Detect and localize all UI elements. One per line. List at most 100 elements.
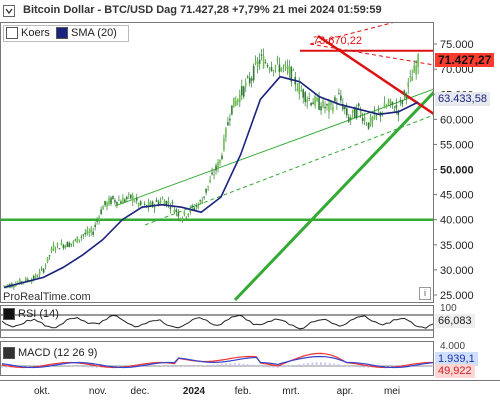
candle-body [209,179,211,183]
candle-body [316,97,318,101]
macd-histogram [1,362,434,368]
candle-body [40,268,43,270]
macd-hist-bar [264,366,266,368]
macd-hist-bar [65,365,68,366]
rsi-label[interactable]: RSI (14) [3,308,59,321]
y-tick-label: 25.000 [440,290,474,302]
macd-hist-bar [350,366,353,367]
candle-body [278,64,281,72]
candle-body [46,257,49,263]
candle-body [270,66,273,71]
macd-hist-bar [427,365,430,366]
channel-lower-dashed [144,114,433,226]
candle-body [322,100,324,108]
candle-body [94,224,96,228]
channel-upper-line [114,88,433,207]
candle-body [102,206,104,210]
candle-body [50,248,53,252]
candle-body [413,65,415,73]
macd-label[interactable]: MACD (12 26 9) [3,347,97,360]
candle-body [201,200,203,204]
candle-body [308,97,310,99]
macd-hist-bar [229,363,232,366]
macd-hist-bar [315,362,318,366]
macd-hist-bar [251,364,253,366]
macd-hist-bar [216,363,219,366]
candle-body [133,201,136,202]
macd-swatch-icon [3,347,15,360]
candle-body [367,122,370,129]
candle-body [355,107,358,119]
macd-hist-bar [35,365,38,366]
macd-hist-bar [298,364,301,366]
candle-body [124,199,126,202]
macd-hist-bar [39,364,42,366]
macd-hist-bar [337,364,340,366]
macd-value-b: 49,922 [435,364,475,378]
candle-body [169,207,172,209]
legend-koers[interactable]: Koers [6,27,50,40]
candle-body [88,231,91,234]
price-panel-frame [0,22,434,303]
candle-body [143,203,146,205]
candle-body [217,162,219,170]
legend-sma[interactable]: SMA (20) [56,27,117,40]
candle-body [286,66,289,70]
info-icon[interactable]: i [419,287,431,300]
candle-body [108,198,110,205]
rsi-value-tag: 66,083 [435,314,475,328]
candle-body [38,271,41,275]
candle-body [254,61,257,64]
candle-body [175,209,178,212]
y-tick-label: 75.000 [440,39,474,51]
candle-body [78,239,81,241]
candle-body [256,61,259,68]
x-tick-label: feb. [235,386,252,397]
candle-body [193,207,196,210]
macd-hist-bar [285,366,288,367]
macd-hist-bar [345,366,348,367]
candle-body [139,201,142,205]
macd-hist-bar [182,366,184,367]
macd-hist-bar [410,364,413,366]
candle-body [369,116,372,126]
candle-body [306,99,308,103]
macd-hist-bar [195,366,197,367]
candle-body [373,112,376,119]
candle-body [187,213,190,216]
menu-icon[interactable] [3,5,15,17]
candle-body [225,128,227,138]
candle-body [76,236,79,243]
candle-body [405,93,408,99]
candle-body [318,97,320,110]
candle-body [118,199,120,201]
candle-body [205,188,207,193]
candle-body [385,105,388,108]
candle-body [346,108,348,116]
candle-body [157,201,160,205]
candle-body [229,118,231,121]
candle-body [393,110,396,113]
candle-body [231,105,233,115]
header-bar: Bitcoin Dollar - BTC/USD Dag 71.427,28 +… [0,0,500,22]
candle-body [328,103,330,113]
macd-hist-bar [70,365,72,367]
candle-body [288,65,291,73]
macd-hist-bar [363,366,365,368]
candle-body [122,198,124,205]
macd-top-tick: 4.000 [440,341,466,352]
macd-hist-bar [294,365,296,366]
candle-body [272,70,275,72]
candle-body [383,102,386,109]
candle-body [246,76,249,78]
macd-hist-bar [272,366,275,368]
candle-body [260,54,263,56]
candle-body [320,106,322,111]
candle-body [248,77,251,84]
candle-body [377,111,380,113]
x-tick-label: 2024 [183,386,206,397]
candle-body [120,201,122,204]
high-annotation: 73.670,22 [313,35,362,47]
